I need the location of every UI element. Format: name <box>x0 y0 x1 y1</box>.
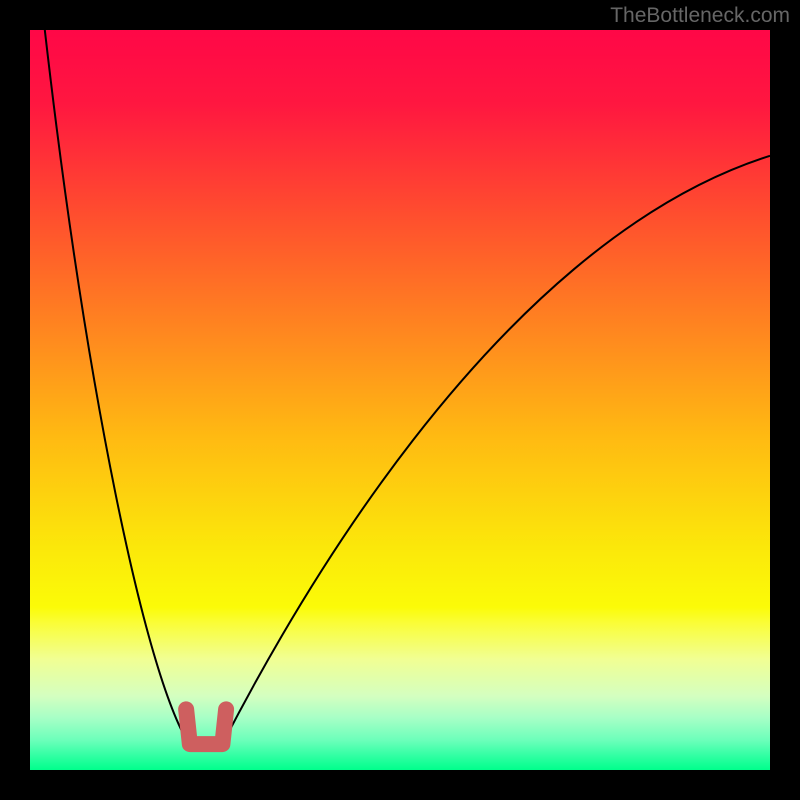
watermark-text: TheBottleneck.com <box>610 4 790 28</box>
bottleneck-chart-svg <box>0 0 800 800</box>
gradient-panel <box>30 30 770 770</box>
chart-container: TheBottleneck.com <box>0 0 800 800</box>
